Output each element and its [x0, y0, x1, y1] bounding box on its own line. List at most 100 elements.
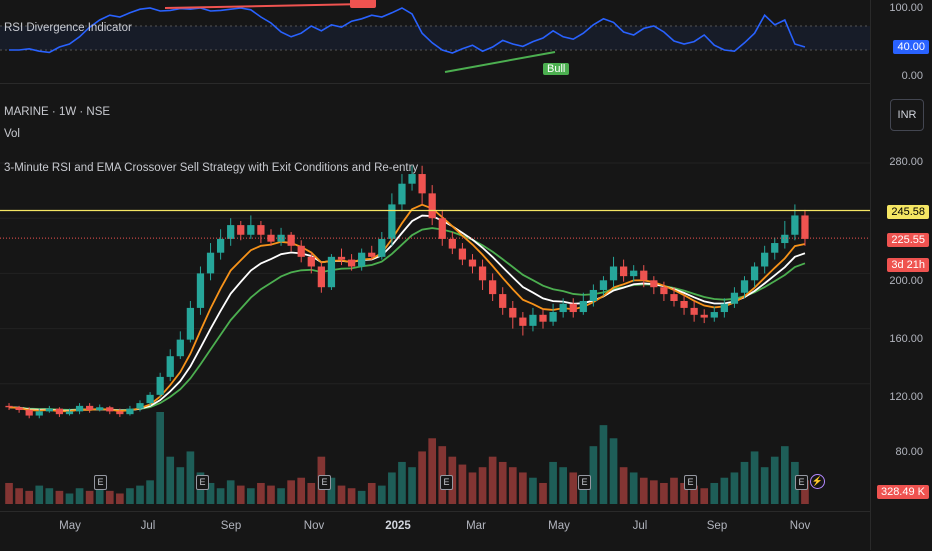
volume-bar: [206, 482, 215, 504]
earnings-badge[interactable]: E: [196, 475, 209, 490]
candle-body: [539, 314, 547, 322]
main-pane[interactable]: MARINE · 1W · NSE Vol 3-Minute RSI and E…: [0, 83, 870, 512]
x-label: Sep: [220, 520, 242, 532]
candle-body: [247, 225, 255, 235]
price-axis[interactable]: 100.00 40.00 0.00 INR 280.00 245.58 225.…: [870, 0, 932, 550]
ema-mid-line: [8, 214, 806, 412]
candle-body: [680, 301, 688, 308]
alert-price-tag: 245.58: [887, 205, 929, 219]
earnings-badge[interactable]: E: [684, 475, 697, 490]
volume-bar: [85, 490, 94, 504]
volume-bar: [35, 485, 44, 504]
earnings-badge[interactable]: E: [795, 475, 808, 490]
candle-body: [136, 403, 144, 409]
volume-bar: [549, 461, 557, 504]
earnings-badge[interactable]: E: [440, 475, 453, 490]
price-tick: 280.00: [889, 156, 923, 168]
volume-bar: [136, 485, 144, 504]
volume-bar: [116, 493, 124, 504]
candle-body: [5, 405, 13, 408]
rsi-value-tag: 40.00: [893, 40, 929, 54]
bearish-divergence-line: [164, 3, 366, 9]
volume-bar: [579, 477, 588, 504]
volume-bar: [599, 425, 608, 504]
candle-body: [65, 411, 74, 415]
volume-bar: [589, 446, 598, 504]
volume-bar: [730, 472, 739, 504]
volume-bar: [650, 480, 658, 504]
volume-bar: [166, 456, 175, 504]
candle-body: [630, 270, 638, 277]
volume-bar: [760, 467, 769, 504]
volume-bar: [287, 480, 295, 504]
time-axis[interactable]: [0, 511, 870, 551]
candle-body: [700, 314, 708, 318]
volume-bar: [468, 472, 477, 504]
volume-bar: [15, 488, 23, 504]
volume-bar: [357, 490, 366, 504]
currency-button[interactable]: INR: [890, 99, 924, 131]
volume-bar: [720, 477, 729, 504]
candle-body: [337, 256, 346, 260]
candle-body: [347, 259, 356, 267]
rsi-band: [0, 26, 870, 50]
volume-bar: [226, 480, 235, 504]
volume-bar: [740, 461, 749, 504]
volume-bar: [498, 461, 507, 504]
earnings-badge[interactable]: E: [318, 475, 331, 490]
rsi-pane-title: RSI Divergence Indicator: [4, 22, 132, 34]
bear-divergence-marker: [350, 0, 376, 8]
volume-legend[interactable]: Vol: [4, 128, 20, 140]
candle-body: [640, 270, 648, 281]
earnings-badge[interactable]: E: [578, 475, 591, 490]
ema-slow-line: [9, 227, 806, 411]
candle-body: [549, 312, 557, 322]
volume-bar: [408, 467, 416, 504]
candle-body: [468, 259, 477, 267]
rsi-tick: 0.00: [901, 70, 923, 82]
price-chart: [0, 162, 870, 504]
candle-body: [307, 256, 315, 267]
candle-body: [781, 234, 789, 244]
volume-bar: [95, 488, 104, 504]
volume-bar: [176, 467, 185, 504]
candle-body: [216, 238, 225, 253]
symbol-line[interactable]: MARINE · 1W · NSE: [4, 106, 111, 118]
candle-body: [45, 408, 53, 412]
price-tick: 120.00: [889, 391, 923, 403]
candle-body: [156, 376, 164, 395]
volume-bar: [388, 472, 396, 504]
candle-body: [317, 266, 325, 288]
volume-bar: [277, 488, 285, 504]
candle-body: [609, 266, 618, 281]
volume-bar: [247, 488, 255, 504]
candle-body: [388, 204, 396, 239]
volume-bar: [629, 472, 638, 504]
lightning-icon[interactable]: ⚡: [810, 474, 825, 489]
candle-body: [368, 252, 376, 257]
x-label: Jul: [140, 520, 156, 532]
candle-body: [398, 183, 406, 205]
volume-bar: [639, 477, 648, 504]
rsi-pane[interactable]: RSI Divergence Indicator Bull: [0, 0, 870, 82]
volume-bar: [428, 438, 437, 504]
volume-bar: [690, 485, 698, 504]
volume-bar: [569, 472, 578, 504]
volume-bar: [710, 482, 719, 504]
price-tick: 200.00: [889, 275, 923, 287]
candle-body: [55, 408, 64, 415]
candle-body: [750, 266, 759, 281]
candle-body: [619, 266, 628, 277]
candle-body: [761, 252, 769, 267]
volume-bar: [519, 472, 527, 504]
volume-bar: [559, 467, 567, 504]
candle-body: [227, 225, 235, 239]
candle-body: [791, 215, 799, 235]
price-tick: 160.00: [889, 333, 923, 345]
volume-bar: [539, 482, 547, 504]
earnings-badge[interactable]: E: [94, 475, 107, 490]
strategy-legend[interactable]: 3-Minute RSI and EMA Crossover Sell Stra…: [4, 162, 419, 174]
candle-body: [408, 174, 416, 184]
candle-body: [720, 303, 728, 313]
candle-body: [35, 411, 43, 416]
